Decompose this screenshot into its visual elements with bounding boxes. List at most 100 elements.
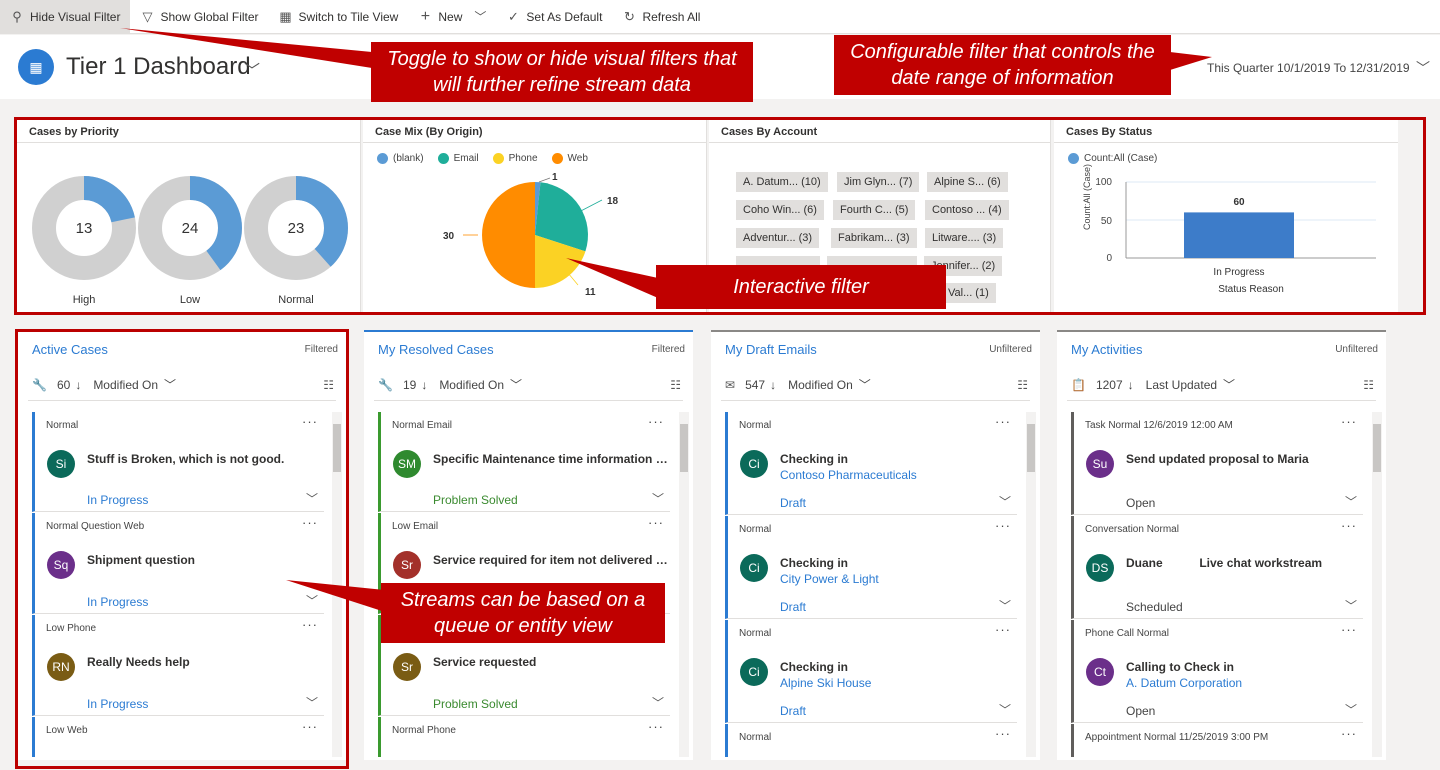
chart-case-mix-origin[interactable]: Case Mix (By Origin) (blank) Email Phone… [363,120,707,312]
chevron-down-icon[interactable]: ﹀ [244,63,261,80]
refresh-all-button[interactable]: ↻ Refresh All [623,8,701,24]
stream-card[interactable]: Normal ··· [725,724,1017,757]
chevron-down-icon[interactable]: ﹀ [1416,60,1430,76]
account-tag[interactable]: Litware.... (3) [925,228,1004,248]
stream-card[interactable]: Appointment Normal 11/25/2019 3:00 PM ··· [1071,724,1363,757]
stream-card[interactable]: Phone Call Normal ··· Ct Calling to Check… [1071,620,1363,723]
account-tag[interactable]: Adventur... (3) [736,228,820,248]
sort-arrow-icon: ↓ [1127,377,1134,392]
switch-tile-view-button[interactable]: ▦ Switch to Tile View [279,8,399,24]
stream-card[interactable]: Normal Phone ··· [378,717,670,757]
chevron-down-icon[interactable]: ﹀ [1344,703,1357,717]
more-icon[interactable]: ··· [302,515,318,530]
more-icon[interactable]: ··· [1341,414,1357,429]
more-icon[interactable]: ··· [302,617,318,632]
dashboard-title[interactable]: Tier 1 Dashboard [66,53,251,80]
legend-swatch [492,153,504,164]
stream-title[interactable]: My Draft Emails [725,342,817,357]
chevron-down-icon[interactable]: ﹀ [651,696,664,710]
y-axis-label: Count:All (Case) [1082,164,1092,230]
status-bar-chart[interactable]: Count:All (Case) 100 50 0 60 In Progress… [1054,120,1398,312]
account-tag[interactable]: Jim Glyn... (7) [837,172,920,192]
stream-card[interactable]: Normal ··· Ci Checking in Alpine Ski Hous… [725,620,1017,723]
stream-card[interactable]: Task Normal 12/6/2019 12:00 AM ··· Su Sen… [1071,412,1363,515]
y-tick: 50 [1101,216,1113,227]
scrollbar[interactable] [332,412,342,757]
more-icon[interactable]: ··· [995,518,1011,533]
hide-visual-filter-button[interactable]: ⚲ Hide Visual Filter [0,0,131,34]
stream-title[interactable]: Active Cases [32,342,108,357]
view-list-icon[interactable]: ☷ [1363,378,1374,392]
account-tag[interactable]: Fourth C... (5) [833,200,916,220]
chart-title: Case Mix (By Origin) [375,126,483,138]
more-icon[interactable]: ··· [1341,622,1357,637]
chevron-down-icon[interactable]: ﹀ [305,696,318,710]
chevron-down-icon[interactable]: ﹀ [998,599,1011,613]
stream-title[interactable]: My Activities [1071,342,1143,357]
more-icon[interactable]: ··· [302,414,318,429]
account-tag[interactable]: Coho Win... (6) [736,200,824,220]
stream-sort-bar[interactable]: ✉ 547 ↓ Modified On ﹀ [725,377,871,393]
chevron-down-icon[interactable]: ﹀ [651,492,664,506]
set-default-button[interactable]: ✓ Set As Default [507,8,603,24]
chevron-down-icon[interactable]: ﹀ [998,703,1011,717]
show-global-filter-button[interactable]: ▽ Show Global Filter [142,8,259,24]
stream-sort-bar[interactable]: 🔧 19 ↓ Modified On ﹀ [378,377,523,393]
stream-card[interactable]: Low Web ··· [32,717,324,757]
chevron-down-icon[interactable]: ﹀ [1344,599,1357,613]
scrollbar[interactable] [1026,412,1036,757]
account-tag[interactable]: Contoso ... (4) [925,200,1009,220]
status-bar [1184,212,1294,258]
more-icon[interactable]: ··· [302,719,318,734]
priority-donuts[interactable]: 13 High 24 Low 23 Normal [17,120,361,312]
scrollbar[interactable] [1372,412,1382,757]
stream-card[interactable]: Low Phone ··· RN Really Needs help In Pro… [32,615,324,716]
stream-card[interactable]: Normal ··· Si Stuff is Broken, which is n… [32,412,324,512]
more-icon[interactable]: ··· [1341,726,1357,741]
chevron-down-icon[interactable]: ﹀ [998,495,1011,509]
pie-slice-phone [535,235,586,288]
donut-value: 13 [76,220,93,237]
stream-sort-bar[interactable]: 📋 1207 ↓ Last Updated ﹀ [1071,377,1236,393]
chart-legend: (blank) Email Phone Web [377,153,588,164]
more-icon[interactable]: ··· [995,726,1011,741]
chart-cases-by-priority[interactable]: Cases by Priority 13 High 24 Low 23 Norm… [17,120,361,312]
more-icon[interactable]: ··· [1341,518,1357,533]
stream-card[interactable]: Normal Question Web ··· Sq Shipment quest… [32,513,324,614]
stream-card[interactable]: Conversation Normal ··· DS Duane Live cha… [1071,516,1363,619]
more-icon[interactable]: ··· [648,414,664,429]
filter-icon: ▽ [142,8,153,24]
chevron-down-icon[interactable]: ﹀ [305,492,318,506]
new-button[interactable]: + New ﹀ [408,0,496,34]
more-icon[interactable]: ··· [648,719,664,734]
stream-card[interactable]: Normal Email ··· SM Specific Maintenance … [378,412,670,512]
chevron-down-icon[interactable]: ﹀ [305,594,318,608]
account-tag[interactable]: Val... (1) [941,283,996,303]
date-range-filter[interactable]: This Quarter 10/1/2019 To 12/31/2019 [1207,61,1410,75]
legend-swatch [437,153,449,164]
account-tag[interactable]: Fabrikam... (3) [831,228,917,248]
view-list-icon[interactable]: ☷ [323,378,334,392]
stream-title[interactable]: My Resolved Cases [378,342,494,357]
chart-cases-by-status[interactable]: Cases By Status Count:All (Case) Count:A… [1054,120,1398,312]
origin-pie[interactable]: 1 18 11 30 [363,120,707,312]
legend-swatch [377,153,388,164]
account-tag[interactable]: Alpine S... (6) [927,172,1008,192]
filter-status: Unfiltered [989,344,1032,355]
filter-status: Filtered [304,344,338,355]
more-icon[interactable]: ··· [995,414,1011,429]
more-icon[interactable]: ··· [995,622,1011,637]
view-list-icon[interactable]: ☷ [670,378,681,392]
stream-card[interactable]: Normal ··· Ci Checking in Contoso Pharmac… [725,412,1017,515]
avatar: Ci [740,554,768,582]
scrollbar[interactable] [679,412,689,757]
chevron-down-icon[interactable]: ﹀ [1344,495,1357,509]
more-icon[interactable]: ··· [648,515,664,530]
view-list-icon[interactable]: ☷ [1017,378,1028,392]
pie-slice-web [482,182,535,288]
callout-interactive-filter: Interactive filter [656,265,946,309]
data-label: 30 [443,231,455,242]
stream-card[interactable]: Normal ··· Ci Checking in City Power & Li… [725,516,1017,619]
stream-sort-bar[interactable]: 🔧 60 ↓ Modified On ﹀ [32,377,177,393]
account-tag[interactable]: A. Datum... (10) [736,172,828,192]
